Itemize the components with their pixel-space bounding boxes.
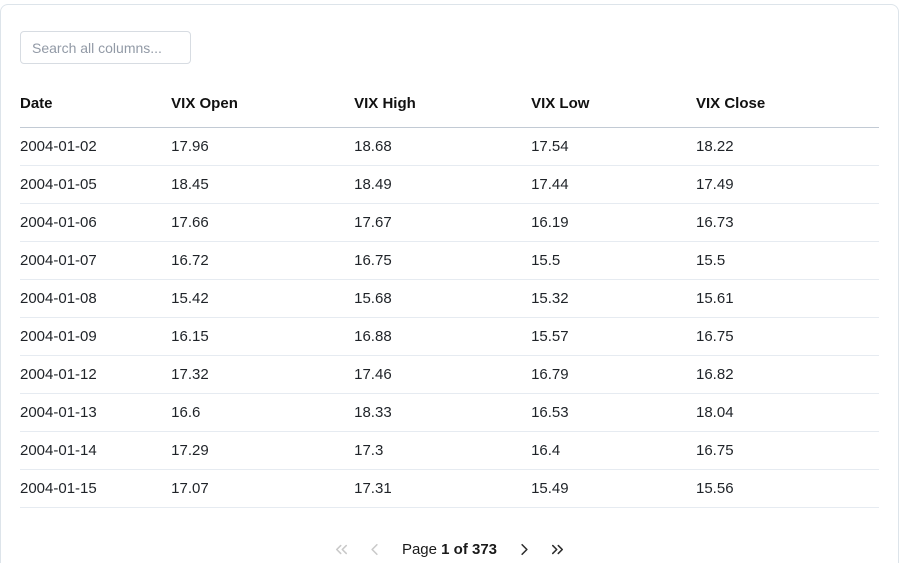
cell-vix-open: 16.72 [171,241,355,280]
column-header[interactable]: VIX Open [171,95,355,128]
cell-vix-close: 18.04 [696,393,879,432]
cell-vix-close: 15.61 [696,279,879,318]
cell-vix-high: 18.33 [354,393,532,432]
table-row: 2004-01-13 16.6 18.33 16.53 18.04 [20,393,879,432]
chevron-left-icon [365,540,384,559]
cell-vix-low: 15.5 [531,241,696,280]
table-row: 2004-01-08 15.42 15.68 15.32 15.61 [20,279,879,318]
chevrons-right-icon [548,540,567,559]
page-indicator-prefix: Page [401,540,442,558]
cell-vix-close: 16.73 [696,203,879,242]
cell-vix-close: 17.49 [696,165,879,204]
cell-vix-open: 17.66 [171,203,355,242]
cell-vix-open: 16.15 [171,317,355,356]
column-header[interactable]: Date [20,95,172,128]
cell-date: 2004-01-07 [20,241,172,280]
column-header[interactable]: VIX Close [696,95,879,128]
cell-vix-close: 18.22 [696,127,879,166]
column-header[interactable]: VIX Low [531,95,696,128]
pagination: Page 1 of 373 [20,539,879,559]
table-row: 2004-01-05 18.45 18.49 17.44 17.49 [20,165,879,204]
cell-vix-high: 15.68 [354,279,532,318]
cell-vix-high: 18.68 [354,127,532,166]
cell-vix-low: 16.19 [531,203,696,242]
cell-date: 2004-01-09 [20,317,172,356]
cell-vix-open: 17.29 [171,431,355,470]
cell-vix-close: 15.56 [696,469,879,508]
cell-date: 2004-01-05 [20,165,172,204]
cell-date: 2004-01-14 [20,431,172,470]
cell-vix-open: 17.32 [171,355,355,394]
cell-vix-open: 15.42 [171,279,355,318]
table-card: Date VIX Open VIX High VIX Low VIX Close… [0,4,899,563]
cell-vix-low: 15.32 [531,279,696,318]
cell-vix-low: 17.44 [531,165,696,204]
page-indicator-value: 1 of 373 [441,540,498,558]
last-page-button[interactable] [547,539,567,559]
cell-date: 2004-01-06 [20,203,172,242]
cell-vix-high: 17.46 [354,355,532,394]
cell-date: 2004-01-02 [20,127,172,166]
table-body: 2004-01-02 17.96 18.68 17.54 18.22 2004-… [20,127,879,508]
search-input[interactable] [20,31,191,64]
cell-vix-high: 16.75 [354,241,532,280]
cell-vix-open: 17.07 [171,469,355,508]
cell-vix-open: 16.6 [171,393,355,432]
cell-vix-high: 17.31 [354,469,532,508]
cell-vix-close: 15.5 [696,241,879,280]
cell-vix-low: 17.54 [531,127,696,166]
page-indicator: Page 1 of 373 [402,541,497,558]
cell-vix-high: 17.3 [354,431,532,470]
table-row: 2004-01-15 17.07 17.31 15.49 15.56 [20,469,879,508]
cell-vix-open: 17.96 [171,127,355,166]
cell-vix-low: 15.49 [531,469,696,508]
cell-date: 2004-01-12 [20,355,172,394]
cell-vix-close: 16.75 [696,431,879,470]
cell-vix-low: 16.53 [531,393,696,432]
cell-vix-close: 16.82 [696,355,879,394]
cell-vix-high: 16.88 [354,317,532,356]
table-row: 2004-01-07 16.72 16.75 15.5 15.5 [20,241,879,280]
table-row: 2004-01-14 17.29 17.3 16.4 16.75 [20,431,879,470]
next-page-button[interactable] [514,539,534,559]
table-row: 2004-01-12 17.32 17.46 16.79 16.82 [20,355,879,394]
cell-vix-low: 15.57 [531,317,696,356]
table-row: 2004-01-09 16.15 16.88 15.57 16.75 [20,317,879,356]
cell-vix-high: 17.67 [354,203,532,242]
cell-vix-high: 18.49 [354,165,532,204]
cell-vix-open: 18.45 [171,165,355,204]
vix-data-table: Date VIX Open VIX High VIX Low VIX Close… [20,95,879,508]
chevrons-left-icon [332,540,351,559]
cell-vix-low: 16.79 [531,355,696,394]
chevron-right-icon [515,540,534,559]
cell-date: 2004-01-13 [20,393,172,432]
column-header[interactable]: VIX High [354,95,532,128]
table-row: 2004-01-06 17.66 17.67 16.19 16.73 [20,203,879,242]
first-page-button[interactable] [332,539,352,559]
cell-vix-low: 16.4 [531,431,696,470]
cell-date: 2004-01-15 [20,469,172,508]
cell-date: 2004-01-08 [20,279,172,318]
header-row: Date VIX Open VIX High VIX Low VIX Close [20,95,879,128]
table-row: 2004-01-02 17.96 18.68 17.54 18.22 [20,127,879,166]
cell-vix-close: 16.75 [696,317,879,356]
previous-page-button[interactable] [365,539,385,559]
